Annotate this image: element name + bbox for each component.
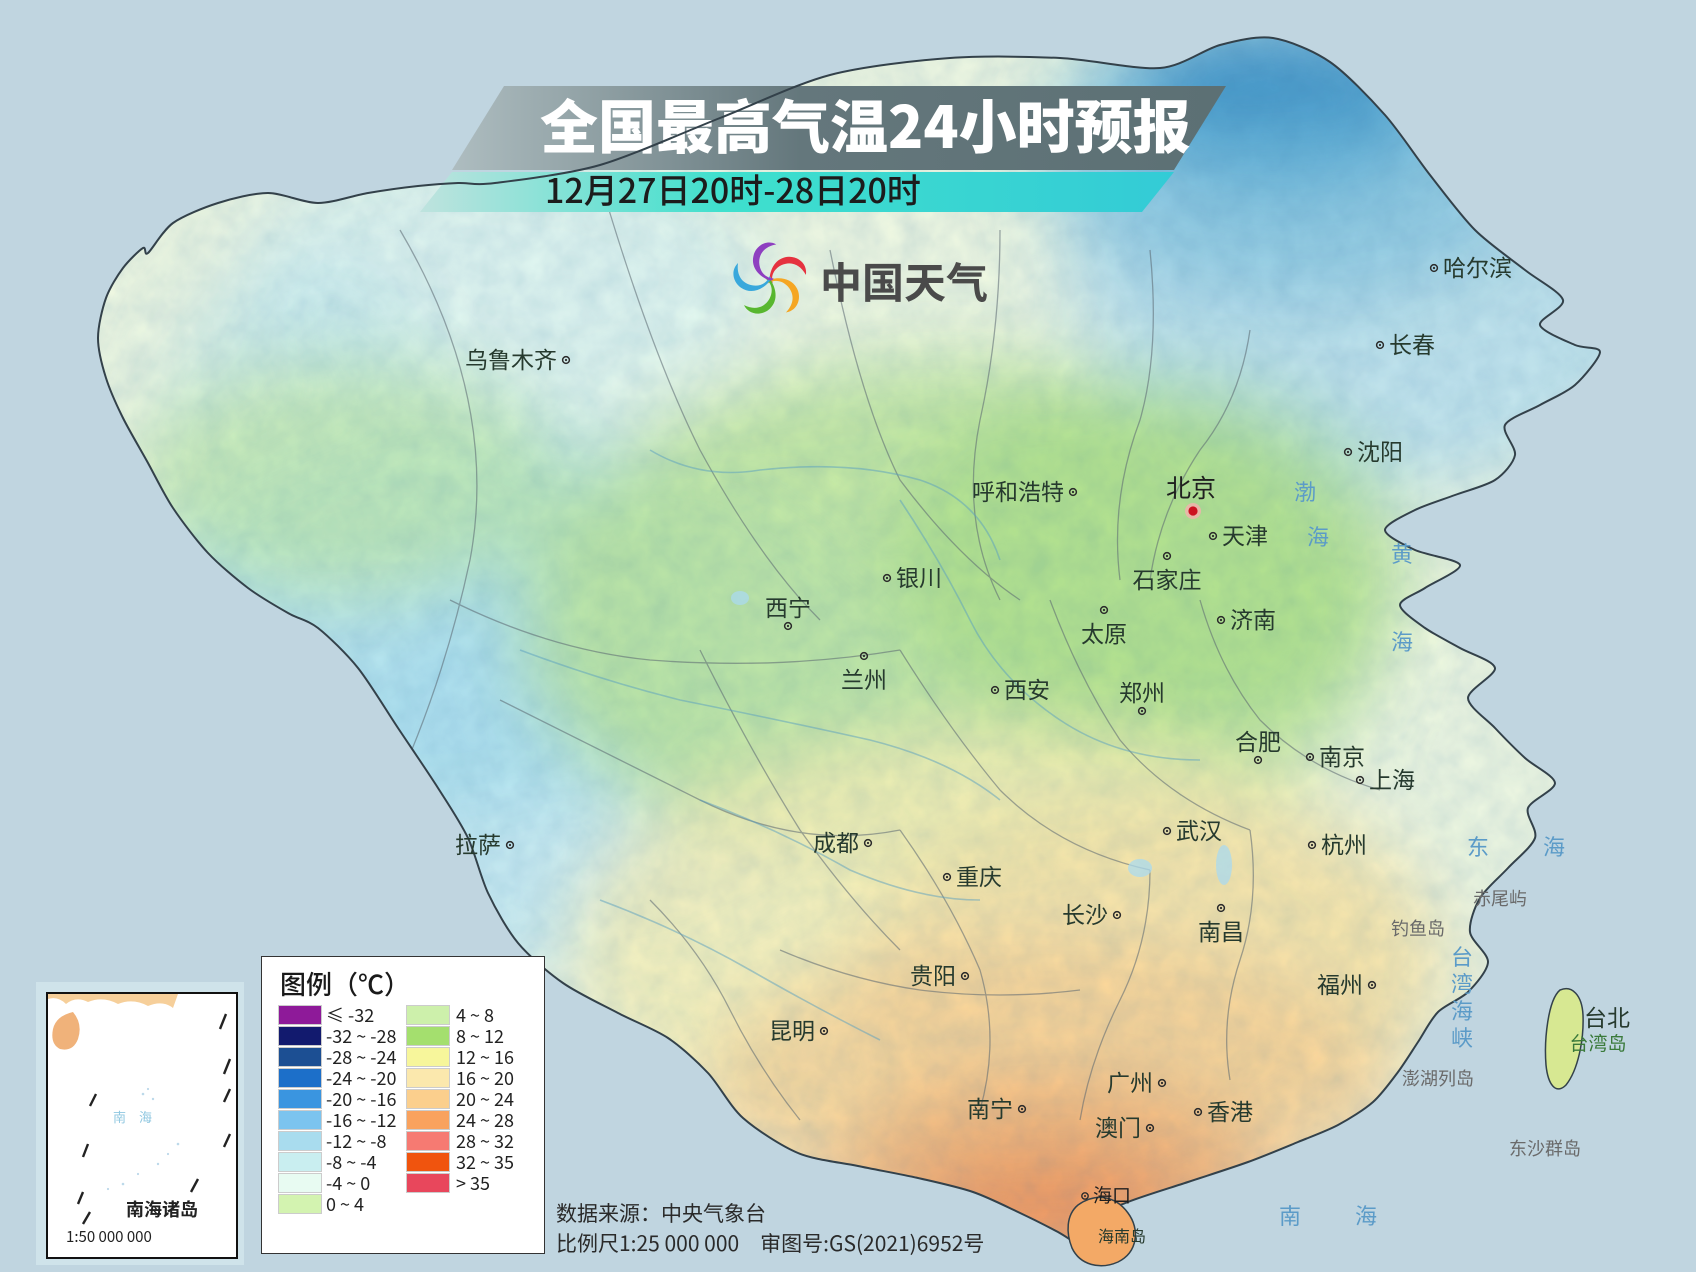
svg-text:石家庄: 石家庄 xyxy=(1133,561,1202,595)
svg-text:呼和浩特: 呼和浩特 xyxy=(972,473,1064,507)
svg-text:台湾岛: 台湾岛 xyxy=(1569,1029,1626,1056)
svg-text:台北: 台北 xyxy=(1584,999,1630,1033)
svg-text:成都: 成都 xyxy=(813,824,859,858)
svg-text:福州: 福州 xyxy=(1317,966,1363,1000)
svg-text:黄: 黄 xyxy=(1391,537,1413,569)
svg-text:香港: 香港 xyxy=(1207,1093,1253,1127)
svg-text:海口: 海口 xyxy=(1093,1181,1131,1208)
svg-text:哈尔滨: 哈尔滨 xyxy=(1443,249,1512,283)
svg-text:南京: 南京 xyxy=(1319,738,1365,772)
svg-text:澳门: 澳门 xyxy=(1095,1109,1141,1143)
svg-text:南: 南 xyxy=(1279,1199,1301,1231)
svg-text:中国天气: 中国天气 xyxy=(820,250,988,311)
svg-text:东沙群岛: 东沙群岛 xyxy=(1509,1135,1581,1161)
svg-text:南昌: 南昌 xyxy=(1198,913,1244,947)
svg-text:太原: 太原 xyxy=(1081,615,1127,649)
svg-text:渤: 渤 xyxy=(1294,475,1316,507)
svg-text:12月27日20时-28日20时: 12月27日20时-28日20时 xyxy=(545,164,921,213)
svg-text:广州: 广州 xyxy=(1107,1064,1153,1098)
svg-text:长沙: 长沙 xyxy=(1062,896,1108,930)
svg-text:北京: 北京 xyxy=(1166,469,1216,505)
svg-text:上海: 上海 xyxy=(1369,761,1415,795)
svg-text:海南岛: 海南岛 xyxy=(1098,1223,1146,1247)
svg-text:乌鲁木齐: 乌鲁木齐 xyxy=(465,341,557,375)
svg-text:长春: 长春 xyxy=(1389,326,1435,360)
svg-text:澎湖列岛: 澎湖列岛 xyxy=(1402,1065,1474,1091)
svg-text:海: 海 xyxy=(1391,625,1413,657)
svg-text:钓鱼岛: 钓鱼岛 xyxy=(1391,915,1445,941)
svg-text:西安: 西安 xyxy=(1004,671,1050,705)
svg-text:西宁: 西宁 xyxy=(765,589,811,623)
svg-text:合肥: 合肥 xyxy=(1235,723,1281,757)
svg-text:贵阳: 贵阳 xyxy=(910,957,956,991)
svg-text:东: 东 xyxy=(1467,830,1489,862)
svg-text:海: 海 xyxy=(1307,520,1329,552)
svg-text:杭州: 杭州 xyxy=(1321,826,1367,860)
svg-text:天津: 天津 xyxy=(1222,517,1268,551)
svg-text:南海诸岛: 南海诸岛 xyxy=(126,1196,198,1222)
svg-text:济南: 济南 xyxy=(1230,601,1276,635)
svg-text:郑州: 郑州 xyxy=(1119,674,1165,708)
svg-text:重庆: 重庆 xyxy=(956,858,1002,892)
svg-text:兰州: 兰州 xyxy=(841,661,887,695)
svg-text:峡: 峡 xyxy=(1451,1021,1473,1053)
svg-text:银川: 银川 xyxy=(896,559,942,593)
svg-text:南 海: 南 海 xyxy=(113,1107,152,1126)
svg-text:海: 海 xyxy=(1543,830,1565,862)
svg-text:沈阳: 沈阳 xyxy=(1357,433,1403,467)
svg-text:拉萨: 拉萨 xyxy=(455,826,501,860)
svg-text:南宁: 南宁 xyxy=(967,1090,1013,1124)
svg-text:赤尾屿: 赤尾屿 xyxy=(1473,885,1527,911)
svg-text:1:50 000 000: 1:50 000 000 xyxy=(66,1226,152,1247)
svg-text:昆明: 昆明 xyxy=(769,1012,815,1046)
svg-text:武汉: 武汉 xyxy=(1176,812,1222,846)
svg-text:海: 海 xyxy=(1355,1199,1377,1231)
